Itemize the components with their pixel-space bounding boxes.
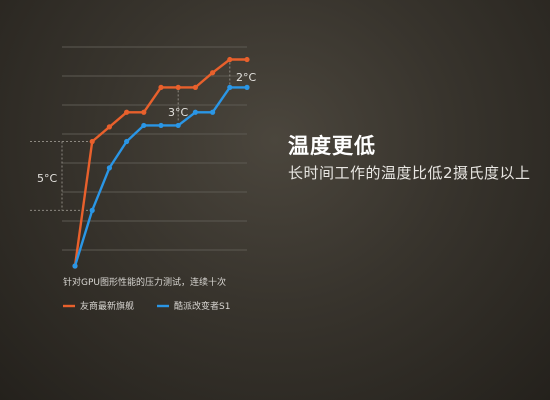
- temperature-line-chart: 5°C 3°C 2°C 针对GPU图形性能的压力测试，连续十次 友商最新旗舰 酷派改变…: [30, 46, 256, 312]
- series-2-point: [175, 122, 181, 129]
- chart-legend: 友商最新旗舰 酷派改变者S1: [63, 300, 230, 312]
- series-1-point: [124, 109, 130, 115]
- chart-annotations: 5°C 3°C 2°C: [30, 62, 256, 211]
- series-1-point: [141, 109, 147, 115]
- series-1-point: [89, 138, 95, 145]
- series-1-point: [106, 124, 112, 130]
- series-1-point: [227, 56, 233, 63]
- chart-series-lines: [72, 56, 250, 269]
- series-2-point: [89, 207, 95, 213]
- series-2-point: [192, 109, 198, 115]
- diff-label-3c: 3°C: [168, 106, 188, 119]
- series-2-point: [244, 84, 250, 90]
- series-2-point: [210, 109, 216, 115]
- diff-label-2c: 2°C: [236, 71, 256, 84]
- series-2-point: [227, 84, 233, 90]
- series-1-point: [210, 70, 216, 76]
- legend-label-2: 酷派改变者S1: [174, 300, 230, 312]
- series-2-point: [106, 165, 112, 171]
- headline-title: 温度更低: [288, 134, 376, 158]
- headline-subtitle: 长时间工作的温度比低2摄氏度以上: [288, 164, 531, 182]
- legend-label-1: 友商最新旗舰: [80, 300, 134, 312]
- chart-caption: 针对GPU图形性能的压力测试，连续十次: [63, 276, 226, 288]
- series-2-point: [158, 122, 164, 129]
- chart-gridlines: [62, 46, 247, 251]
- series-1-point: [158, 84, 164, 90]
- series-1-point: [175, 84, 181, 90]
- series-2-point: [72, 263, 78, 269]
- series-1-point: [192, 84, 198, 90]
- series-2-point: [124, 138, 130, 145]
- series-1-point: [244, 56, 250, 63]
- series-line-2: [73, 86, 247, 267]
- diff-label-5c: 5°C: [37, 172, 57, 185]
- series-2-point: [141, 122, 147, 129]
